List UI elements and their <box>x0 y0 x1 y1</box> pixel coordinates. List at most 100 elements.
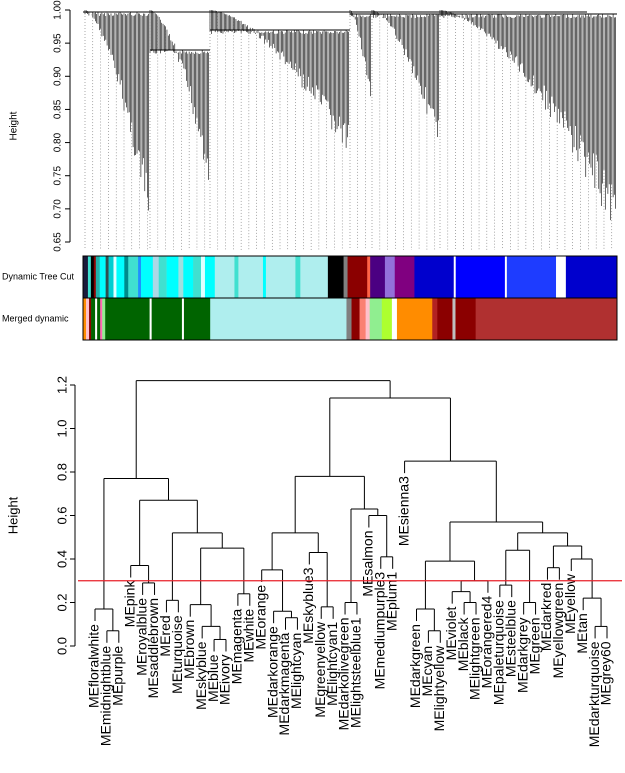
color-segment <box>113 256 117 298</box>
color-segment <box>414 256 455 298</box>
leaf-label: MEorange <box>252 585 268 650</box>
y-tick-label: 0.0 <box>54 637 69 655</box>
color-segment <box>93 256 97 298</box>
leaf-label: MEskyblue3 <box>300 567 316 643</box>
leaf-label: MElightyellow <box>431 645 447 731</box>
color-segment <box>149 298 152 340</box>
color-segment <box>210 298 347 340</box>
leaf-label: MEmidnightblue <box>98 646 114 747</box>
color-segment <box>193 256 202 298</box>
leaf-label: MEgrey60 <box>598 641 614 705</box>
color-segment <box>384 256 396 298</box>
color-segment <box>151 298 183 340</box>
leaf-label: MEdarkmagenta <box>276 633 292 736</box>
y-tick-label: 0.2 <box>54 593 69 611</box>
color-segment <box>105 298 150 340</box>
color-segment <box>238 256 264 298</box>
y-tick-label: 0.6 <box>54 506 69 524</box>
color-segment <box>181 298 185 340</box>
color-segment <box>475 298 618 340</box>
color-segment <box>138 256 142 298</box>
color-segment <box>99 256 106 298</box>
color-row-label: Merged dynamic <box>2 313 69 323</box>
color-segment <box>455 298 476 340</box>
color-row-label: Dynamic Tree Cut <box>2 271 75 281</box>
color-row-frame <box>82 297 618 341</box>
color-segment <box>437 298 453 340</box>
color-segment <box>504 256 508 298</box>
color-segment <box>327 256 344 298</box>
color-segment <box>351 298 360 340</box>
color-segment <box>394 256 415 298</box>
leaf-label: MEsalmon <box>360 531 376 597</box>
color-segment <box>262 256 267 298</box>
color-segment <box>365 298 370 340</box>
leaf-label: MEbrown <box>181 620 197 679</box>
leaf-label: MElightgreen <box>467 618 483 701</box>
y-tick-label: 0.95 <box>53 33 64 53</box>
color-segment <box>90 256 95 298</box>
y-axis-label: Height <box>9 111 20 140</box>
color-segment <box>89 298 92 340</box>
color-segment <box>183 256 194 298</box>
leaf-label: MEpurple <box>110 646 126 706</box>
leaf-label: MEviolet <box>443 607 459 661</box>
color-segment <box>565 256 618 298</box>
color-segment <box>95 298 98 340</box>
leaf-label: MEfloralwhite <box>86 624 102 708</box>
color-segment <box>166 256 179 298</box>
color-segment <box>455 256 506 298</box>
leaf-label: MEblack <box>455 617 471 672</box>
y-tick-label: 0.75 <box>53 166 64 186</box>
color-segment <box>116 256 125 298</box>
leaf-label: MEgreen <box>526 618 542 675</box>
color-segment <box>97 298 101 340</box>
color-segment <box>396 298 433 340</box>
color-segment <box>128 256 139 298</box>
y-axis-label: Height <box>5 496 20 534</box>
leaf-label: MEdarkgrey <box>514 618 530 693</box>
color-segment <box>369 298 383 340</box>
color-segment <box>178 256 184 298</box>
color-segment <box>234 256 239 298</box>
leaf-label: MEgreenyellow <box>312 621 328 718</box>
y-tick-label: 0.90 <box>53 66 64 86</box>
y-tick-label: 0.70 <box>53 199 64 219</box>
color-segment <box>86 298 90 340</box>
color-segment <box>87 256 92 298</box>
color-segment <box>347 256 368 298</box>
color-segment <box>346 298 352 340</box>
color-segment <box>152 256 160 298</box>
color-segment <box>102 298 106 340</box>
color-segment <box>83 256 89 298</box>
leaf-label: MEpaleturquoise <box>491 600 507 705</box>
color-segment <box>100 298 103 340</box>
color-segment <box>453 256 457 298</box>
color-segment <box>201 256 206 298</box>
color-segment <box>506 256 557 298</box>
color-segment <box>141 256 154 298</box>
leaf-label: MEivory <box>217 654 233 705</box>
leaf-label: MEdarkred <box>538 583 554 651</box>
leaf-label: MEtan <box>574 613 590 653</box>
leaf-label: MElightcyan <box>288 633 304 709</box>
leaf-label: MEsienna3 <box>395 476 411 546</box>
leaf-label: MEyellowgreen <box>550 583 566 679</box>
color-segment <box>452 298 456 340</box>
leaf-label: MEdarkolivegreen <box>336 618 352 731</box>
leaf-label: MEdarkturquoise <box>586 641 602 747</box>
leaf-label: MEdarkorange <box>264 626 280 718</box>
y-tick-label: 0.4 <box>54 550 69 568</box>
y-tick-label: 0.8 <box>54 463 69 481</box>
leaf-label: MEskyblue <box>193 641 209 710</box>
color-segment <box>295 256 301 298</box>
leaf-label: MEdarkgreen <box>407 624 423 708</box>
y-tick-label: 1.2 <box>54 376 69 394</box>
leaf-label: MEorangered4 <box>479 596 495 689</box>
color-segment <box>381 298 393 340</box>
color-segment <box>91 298 96 340</box>
leaf-label: MElightsteelblue1 <box>348 617 364 728</box>
leaf-label: MEcyan <box>419 646 435 697</box>
leaf-label: MEturquoise <box>169 615 185 694</box>
